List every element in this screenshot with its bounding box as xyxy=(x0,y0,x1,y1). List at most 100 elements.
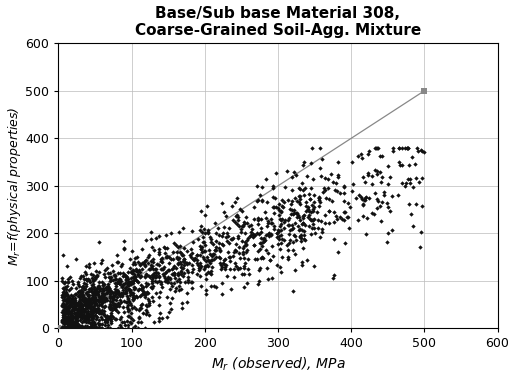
Point xyxy=(82,324,91,330)
Point xyxy=(79,324,88,330)
Point xyxy=(110,301,118,307)
Point xyxy=(124,302,132,308)
Point xyxy=(89,304,97,310)
Point xyxy=(199,266,208,272)
Point xyxy=(84,313,93,319)
Point xyxy=(283,168,291,174)
Point xyxy=(228,204,236,210)
Point xyxy=(363,215,371,221)
Point xyxy=(65,309,73,315)
Point xyxy=(147,257,156,263)
Point xyxy=(131,261,139,267)
Point xyxy=(289,288,297,294)
Point xyxy=(262,247,270,253)
Point xyxy=(82,300,90,306)
Point xyxy=(187,249,196,255)
Point xyxy=(59,285,67,291)
Point xyxy=(75,293,83,299)
Point xyxy=(251,232,260,238)
Point xyxy=(76,307,84,313)
Point xyxy=(285,231,294,237)
Point xyxy=(69,323,77,329)
Point xyxy=(64,293,72,299)
Point xyxy=(255,231,263,237)
Point xyxy=(61,324,70,330)
Point xyxy=(274,233,283,239)
Point xyxy=(145,300,153,306)
Point xyxy=(62,310,71,316)
Point xyxy=(231,247,239,253)
Point xyxy=(212,247,220,253)
Point xyxy=(65,315,73,321)
Point xyxy=(148,285,156,291)
Point xyxy=(92,297,100,303)
Point xyxy=(95,317,103,323)
Point xyxy=(66,318,75,324)
Point xyxy=(117,277,125,283)
Point xyxy=(72,305,80,312)
Point xyxy=(330,219,338,225)
Point xyxy=(304,204,313,210)
Point xyxy=(346,225,354,231)
Point xyxy=(69,320,77,326)
Point xyxy=(59,302,67,308)
Point xyxy=(160,273,168,279)
Point xyxy=(88,292,96,298)
Point xyxy=(386,208,394,214)
Point xyxy=(155,249,163,255)
Point xyxy=(306,196,314,202)
Point xyxy=(417,229,425,235)
Point xyxy=(59,300,67,306)
Point xyxy=(112,302,121,309)
Point xyxy=(81,324,89,330)
Point xyxy=(276,223,284,229)
Point xyxy=(258,243,266,249)
Point xyxy=(71,319,79,325)
Point xyxy=(321,175,330,181)
Point xyxy=(193,252,201,258)
Point xyxy=(60,289,68,295)
Point xyxy=(87,312,95,318)
Point xyxy=(78,304,87,310)
Point xyxy=(73,313,81,319)
Point xyxy=(88,286,96,292)
Point xyxy=(139,290,147,296)
Point xyxy=(353,153,362,159)
Point xyxy=(103,265,111,271)
Point xyxy=(126,319,134,325)
Point xyxy=(290,195,299,201)
Point xyxy=(224,249,232,255)
Point xyxy=(75,322,83,328)
Point xyxy=(233,212,241,218)
Point xyxy=(134,271,142,277)
Point xyxy=(284,222,293,228)
Point xyxy=(263,223,271,229)
Point xyxy=(298,227,306,233)
Point xyxy=(175,255,183,261)
Point xyxy=(134,260,142,266)
Point xyxy=(65,315,73,321)
Point xyxy=(299,220,307,226)
Point xyxy=(63,291,71,297)
Point xyxy=(84,293,92,299)
Point xyxy=(142,283,150,289)
Point xyxy=(316,165,324,171)
Point xyxy=(91,294,99,301)
Point xyxy=(62,283,71,289)
Point xyxy=(91,288,99,294)
Point xyxy=(316,199,324,205)
Point xyxy=(92,297,100,303)
Point xyxy=(291,267,299,273)
Point xyxy=(146,266,154,272)
Point xyxy=(133,254,141,260)
Point xyxy=(94,283,102,290)
Point xyxy=(99,294,108,301)
Point xyxy=(178,252,186,258)
Point xyxy=(87,305,95,312)
Point xyxy=(85,302,93,309)
Point xyxy=(83,319,92,326)
Point xyxy=(141,292,149,298)
Point xyxy=(91,321,99,327)
Point xyxy=(115,322,124,328)
Point xyxy=(114,259,122,265)
